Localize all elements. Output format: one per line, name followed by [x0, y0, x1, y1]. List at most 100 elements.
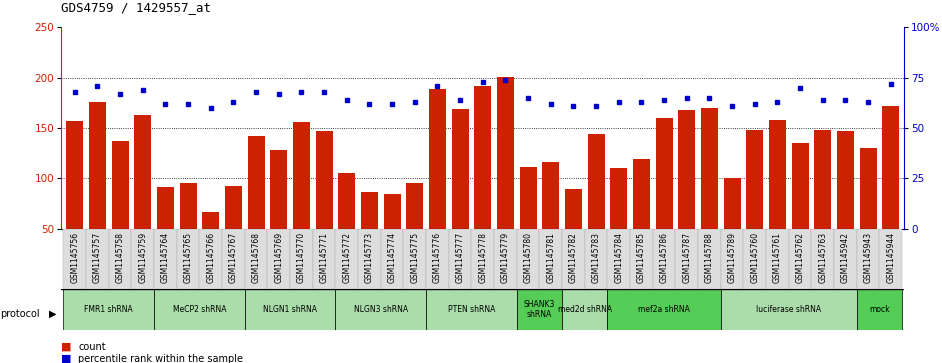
Text: med2d shRNA: med2d shRNA [558, 305, 611, 314]
Bar [856, 289, 902, 330]
Bar [293, 122, 310, 279]
Bar [426, 289, 517, 330]
Text: GSM1145774: GSM1145774 [387, 232, 397, 283]
Text: ▶: ▶ [49, 309, 57, 319]
Text: GSM1145787: GSM1145787 [682, 232, 691, 283]
Bar [112, 141, 129, 279]
Bar [63, 289, 154, 330]
Bar [608, 289, 721, 330]
Text: GSM1145756: GSM1145756 [71, 232, 79, 283]
Bar [698, 229, 721, 289]
Text: count: count [78, 342, 106, 352]
Bar [358, 229, 381, 289]
Bar [200, 229, 222, 289]
Bar [743, 229, 766, 289]
Bar [701, 108, 718, 279]
Bar [225, 186, 242, 279]
Bar [517, 229, 540, 289]
Text: ■: ■ [61, 342, 72, 352]
Bar [788, 229, 811, 289]
Text: GSM1145757: GSM1145757 [93, 232, 102, 283]
Bar [132, 229, 154, 289]
Bar [630, 229, 653, 289]
Text: GSM1145760: GSM1145760 [750, 232, 759, 283]
Text: GDS4759 / 1429557_at: GDS4759 / 1429557_at [61, 1, 211, 14]
Bar [335, 289, 426, 330]
Bar [746, 130, 763, 279]
Bar [154, 229, 177, 289]
Bar [154, 289, 245, 330]
Text: PTEN shRNA: PTEN shRNA [447, 305, 495, 314]
Text: GSM1145943: GSM1145943 [864, 232, 872, 283]
Bar [880, 229, 902, 289]
Bar [856, 229, 880, 289]
Bar [495, 229, 517, 289]
Text: GSM1145776: GSM1145776 [433, 232, 442, 283]
Bar [721, 229, 743, 289]
Text: mock: mock [869, 305, 889, 314]
Text: percentile rank within the sample: percentile rank within the sample [78, 354, 243, 363]
Bar [248, 136, 265, 279]
Bar [474, 86, 492, 279]
Text: GSM1145777: GSM1145777 [456, 232, 464, 283]
Bar [588, 134, 605, 279]
Bar [723, 178, 740, 279]
Bar [517, 289, 562, 330]
Text: GSM1145780: GSM1145780 [524, 232, 532, 283]
Text: GSM1145779: GSM1145779 [501, 232, 510, 283]
Text: GSM1145789: GSM1145789 [727, 232, 737, 283]
Bar [89, 102, 106, 279]
Text: ■: ■ [61, 354, 72, 363]
Bar [633, 159, 650, 279]
Bar [565, 189, 582, 279]
Text: MeCP2 shRNA: MeCP2 shRNA [172, 305, 226, 314]
Text: GSM1145784: GSM1145784 [614, 232, 624, 283]
Bar [245, 229, 268, 289]
Text: SHANK3
shRNA: SHANK3 shRNA [524, 300, 555, 319]
Bar [426, 229, 448, 289]
Text: GSM1145762: GSM1145762 [796, 232, 804, 283]
Text: GSM1145767: GSM1145767 [229, 232, 238, 283]
Bar [245, 289, 335, 330]
Text: GSM1145765: GSM1145765 [184, 232, 193, 283]
Bar [313, 229, 335, 289]
Bar [403, 229, 426, 289]
Text: GSM1145769: GSM1145769 [274, 232, 284, 283]
Bar [791, 143, 808, 279]
Bar [180, 183, 197, 279]
Text: luciferase shRNA: luciferase shRNA [756, 305, 821, 314]
Text: GSM1145781: GSM1145781 [546, 232, 555, 282]
Bar [675, 229, 698, 289]
Text: NLGN1 shRNA: NLGN1 shRNA [263, 305, 317, 314]
Bar [562, 289, 608, 330]
Text: GSM1145766: GSM1145766 [206, 232, 216, 283]
Bar [610, 168, 627, 279]
Bar [562, 229, 585, 289]
Bar [66, 121, 83, 279]
Bar [653, 229, 675, 289]
Bar [383, 195, 400, 279]
Text: FMR1 shRNA: FMR1 shRNA [85, 305, 133, 314]
Bar [338, 173, 355, 279]
Text: GSM1145763: GSM1145763 [819, 232, 827, 283]
Bar [290, 229, 313, 289]
Bar [203, 212, 219, 279]
Bar [135, 115, 152, 279]
Text: GSM1145783: GSM1145783 [592, 232, 601, 283]
Bar [678, 110, 695, 279]
Bar [109, 229, 132, 289]
Text: GSM1145786: GSM1145786 [659, 232, 669, 283]
Bar [883, 106, 900, 279]
Bar [766, 229, 788, 289]
Text: GSM1145770: GSM1145770 [297, 232, 306, 283]
Bar [811, 229, 834, 289]
Bar [497, 77, 514, 279]
Text: GSM1145773: GSM1145773 [365, 232, 374, 283]
Text: GSM1145944: GSM1145944 [886, 232, 895, 283]
Bar [63, 229, 86, 289]
Bar [451, 109, 468, 279]
Bar [608, 229, 630, 289]
Bar [177, 229, 200, 289]
Text: GSM1145778: GSM1145778 [479, 232, 487, 283]
Bar [270, 150, 287, 279]
